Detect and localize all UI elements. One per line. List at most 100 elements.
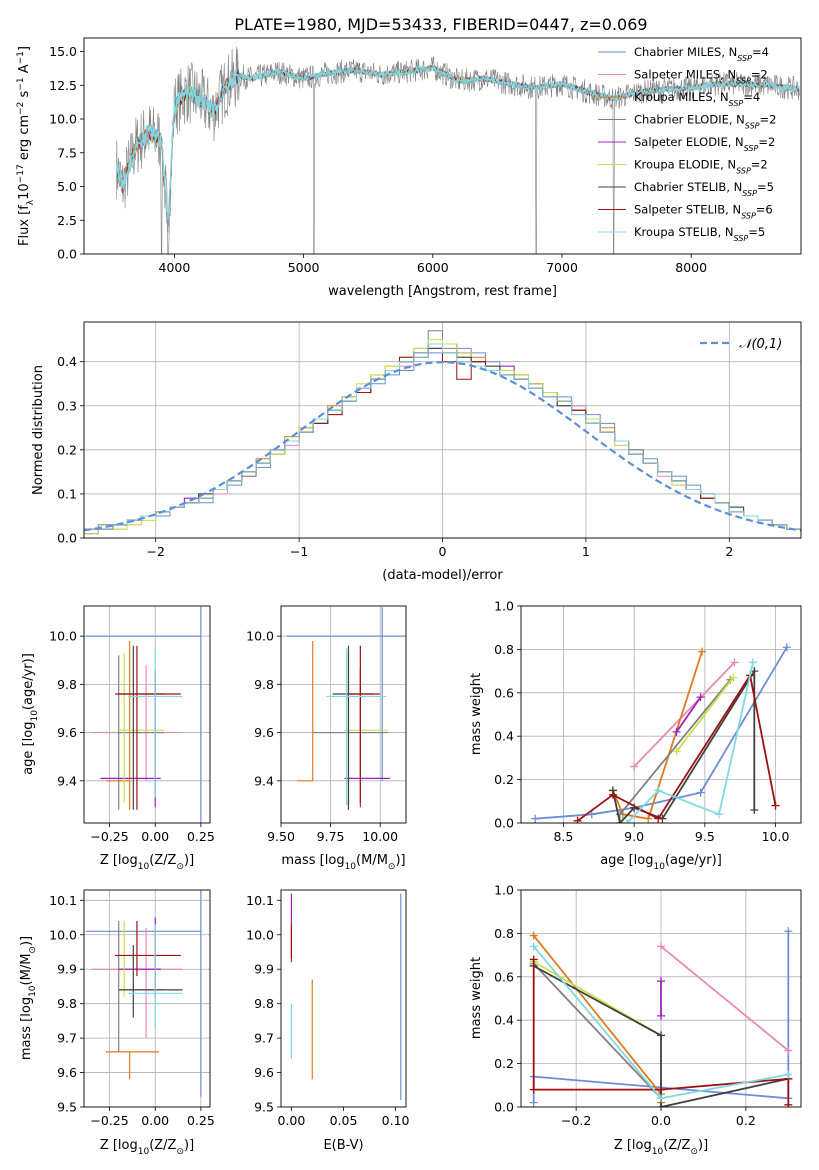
series-marker-salpeter_elodie	[657, 977, 665, 986]
series-marker-salpeter_elodie	[672, 727, 681, 736]
x-axis-label: mass [log10(M/M⊙)]	[281, 853, 405, 872]
x-tick-label: 10.0	[762, 829, 790, 844]
plot-area	[115, 46, 800, 254]
legend-label-name: Salpeter MILES, N	[634, 68, 736, 82]
series-line-salpeter_miles	[633, 661, 736, 768]
series-marker-chabrier_miles	[587, 810, 596, 819]
x-axis-label-part: 10	[138, 862, 150, 872]
legend-label-sub: SSP	[737, 54, 752, 63]
axis-ticks: 4000 5000 6000 7000 8000 0.0 2.5 5.0 7.5 10.0 12.5…	[49, 44, 707, 275]
plot-area	[531, 643, 791, 823]
series-marker-kroupa_stelib	[784, 1070, 793, 1079]
y-tick-label: 9.7	[57, 1031, 77, 1046]
y-axis-label-part: Flux [f	[17, 205, 32, 246]
series-marker-salpeter_miles	[630, 762, 639, 771]
y-axis-label: Flux [fλ10−17 erg cm−2 s−1 A−1]	[16, 46, 36, 246]
y-tick-label: 0.6	[494, 969, 514, 984]
axes-frame	[83, 37, 802, 255]
y-tick-label: 10.0	[49, 927, 77, 942]
series-marker-chabrier_miles	[531, 814, 540, 823]
y-axis-label-part: )]	[19, 936, 34, 946]
x-tick-label: 9.75	[317, 829, 345, 844]
legend-label: Chabrier STELIB, NSSP=5	[634, 180, 774, 198]
x-axis-label: Z [log10(Z/Z⊙)]	[100, 1138, 194, 1157]
x-axis-label: (data-model)/error	[382, 568, 503, 583]
legend-label-sub: SSP	[745, 121, 760, 130]
plot-area	[286, 607, 406, 810]
grid-lines	[84, 890, 210, 1108]
y-axis-label-part: −1	[16, 51, 26, 64]
x-axis-label-part: )]	[395, 853, 405, 868]
y-tick-label: 10.1	[246, 893, 274, 908]
series-marker-chabrier_miles	[782, 643, 791, 652]
x-axis-label-part: )]	[698, 1138, 708, 1153]
legend-label-name: Kroupa ELODIE, N	[634, 158, 736, 172]
legend-label-value: =4	[752, 45, 769, 59]
x-axis-label-part: (Z/Z	[663, 1138, 690, 1153]
x-tick-label: −0.2	[561, 1113, 591, 1128]
x-tick-label: −2	[146, 544, 164, 559]
legend-label-name: Salpeter STELIB, N	[634, 203, 741, 217]
series-marker-salpeter_stelib	[529, 1085, 538, 1094]
series-marker-chabrier_stelib	[615, 819, 624, 823]
series-marker-kroupa_elodie	[672, 747, 681, 756]
legend-label-name: Chabrier ELODIE, N	[634, 113, 745, 127]
x-tick-label: −0.25	[90, 1113, 128, 1128]
series-marker-salpeter_stelib	[771, 801, 780, 810]
x-axis-label-part: ⊙	[176, 1147, 184, 1157]
x-tick-label: 0.00	[277, 1113, 305, 1128]
y-axis-label-part: A	[17, 64, 32, 77]
axis-ticks: −0.2 0.0 0.2 0.0 0.2 0.4 0.6 0.8 1.0	[494, 883, 756, 1129]
y-axis-label-part: ⊙	[28, 946, 38, 954]
x-axis-label-part: 10	[653, 862, 665, 872]
x-axis-label: Z [log10(Z/Z⊙)]	[100, 853, 194, 872]
legend-label-name: Salpeter ELODIE, N	[634, 135, 744, 149]
series-marker-kroupa_miles	[698, 647, 707, 656]
series-marker-salpeter_elodie	[696, 693, 705, 702]
axes-frame	[83, 321, 802, 539]
panel-2: −2 −1 0 1 2 0.0 0.1 0.2 0.3 0.4 𝒩(0,1) (data-model)…	[31, 321, 802, 583]
legend-label-name: Kroupa MILES, N	[634, 90, 729, 104]
plot-area	[85, 607, 202, 823]
x-tick-label: 9.50	[267, 829, 295, 844]
y-tick-label: 5.0	[57, 179, 77, 194]
x-tick-label: 2	[725, 544, 733, 559]
axis-ticks: 9.50 9.75 10.00 9.4 9.6 9.8 10.0	[246, 629, 398, 844]
legend-label-sub: SSP	[736, 76, 751, 85]
series-marker-chabrier_miles	[784, 927, 793, 936]
series-marker-salpeter_miles	[784, 1046, 793, 1055]
series-marker-salpeter_miles	[657, 942, 665, 951]
grid-lines	[84, 606, 210, 823]
x-tick-label: 9.0	[624, 829, 644, 844]
x-axis-label-part: ⊙	[690, 1147, 698, 1157]
x-tick-label: 0.25	[187, 829, 215, 844]
axis-ticks: −2 −1 0 1 2 0.0 0.1 0.2 0.3 0.4	[57, 354, 733, 559]
x-tick-label: 0	[439, 544, 447, 559]
series-marker-kroupa_stelib	[657, 1094, 665, 1103]
axes-frame	[280, 889, 407, 1108]
series-marker-kroupa_stelib	[748, 658, 757, 667]
y-tick-label: 1.0	[494, 883, 514, 898]
legend-label-sub: SSP	[734, 234, 749, 243]
series-line-kroupa_stelib	[626, 662, 754, 823]
axes-frame	[520, 889, 802, 1108]
y-tick-label: 0.4	[494, 1013, 514, 1028]
x-axis-label-part: (Z/Z	[149, 853, 176, 868]
x-tick-label: 1	[582, 544, 590, 559]
grid-lines	[280, 606, 406, 823]
x-tick-label: 8.5	[553, 829, 573, 844]
x-tick-label: 0.0	[651, 1113, 671, 1128]
series-marker-kroupa_miles	[529, 931, 538, 940]
axis-ticks: −0.25 0.00 0.25 9.4 9.6 9.8 10.0	[49, 629, 215, 844]
y-tick-label: 9.4	[57, 773, 77, 788]
x-axis-label-part: 10	[345, 862, 357, 872]
axes-frame	[520, 605, 802, 824]
legend-label-value: =2	[760, 113, 777, 127]
y-tick-label: 9.5	[57, 1100, 77, 1115]
figure-title: PLATE=1980, MJD=53433, FIBERID=0447, z=0…	[234, 15, 647, 34]
legend-label: Kroupa STELIB, NSSP=5	[634, 225, 765, 243]
x-tick-label: 9.5	[695, 829, 715, 844]
legend-label-value: =2	[758, 135, 775, 149]
x-tick-label: 8000	[675, 260, 707, 275]
